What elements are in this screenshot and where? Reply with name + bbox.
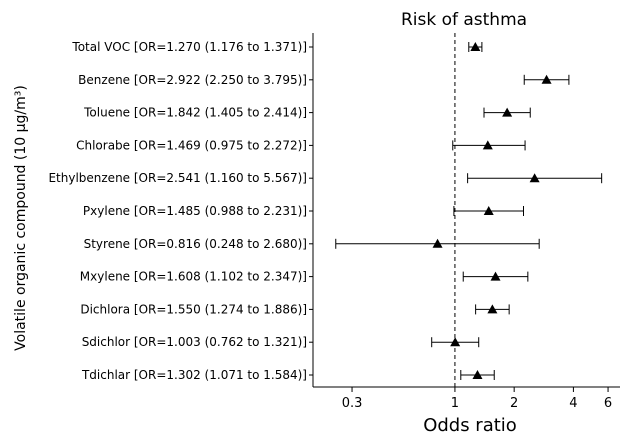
row-label: Sdichlor [OR=1.003 (0.762 to 1.321)] bbox=[82, 335, 307, 349]
odds-ratio-marker bbox=[487, 304, 498, 314]
odds-ratio-marker bbox=[472, 370, 483, 379]
row-label: Ethylbenzene [OR=2.541 (1.160 to 5.567)] bbox=[48, 171, 307, 185]
odds-ratio-marker bbox=[470, 42, 481, 51]
row-label: Toluene [OR=1.842 (1.405 to 2.414)] bbox=[83, 106, 307, 120]
odds-ratio-marker bbox=[482, 140, 493, 150]
row-label: Styrene [OR=0.816 (0.248 to 2.680)] bbox=[84, 237, 307, 251]
odds-ratio-marker bbox=[450, 337, 461, 347]
row-label: Total VOC [OR=1.270 (1.176 to 1.371)] bbox=[71, 40, 307, 54]
x-tick-label: 2 bbox=[510, 396, 518, 411]
forest-row: Sdichlor [OR=1.003 (0.762 to 1.321)] bbox=[82, 335, 480, 349]
row-label: Tdichlar [OR=1.302 (1.071 to 1.584)] bbox=[81, 368, 307, 382]
odds-ratio-marker bbox=[490, 271, 501, 281]
x-tick-label: 6 bbox=[604, 396, 612, 411]
odds-ratio-marker bbox=[483, 206, 494, 215]
x-tick-label: 4 bbox=[569, 396, 577, 411]
odds-ratio-marker bbox=[432, 238, 443, 248]
forest-row: Mxylene [OR=1.608 (1.102 to 2.347)] bbox=[80, 270, 529, 284]
odds-ratio-marker bbox=[541, 74, 552, 84]
row-label: Benzene [OR=2.922 (2.250 to 3.795)] bbox=[78, 73, 307, 87]
forest-row: Tdichlar [OR=1.302 (1.071 to 1.584)] bbox=[81, 368, 495, 382]
forest-row: Ethylbenzene [OR=2.541 (1.160 to 5.567)] bbox=[48, 171, 603, 185]
chart-title: Risk of asthma bbox=[401, 10, 527, 30]
y-axis-title: Volatile organic compound (10 μg/m³) bbox=[13, 85, 29, 351]
forest-row: Chlorabe [OR=1.469 (0.975 to 2.272)] bbox=[76, 138, 526, 152]
forest-row: Toluene [OR=1.842 (1.405 to 2.414)] bbox=[83, 106, 531, 120]
forest-row: Benzene [OR=2.922 (2.250 to 3.795)] bbox=[78, 73, 570, 87]
row-label: Mxylene [OR=1.608 (1.102 to 2.347)] bbox=[80, 270, 307, 284]
odds-ratio-marker bbox=[502, 107, 513, 117]
row-label: Dichlora [OR=1.550 (1.274 to 1.886)] bbox=[80, 302, 307, 316]
forest-row: Dichlora [OR=1.550 (1.274 to 1.886)] bbox=[80, 302, 510, 316]
forest-row: Styrene [OR=0.816 (0.248 to 2.680)] bbox=[84, 237, 540, 251]
x-tick-label: 1 bbox=[451, 396, 459, 411]
forest-row: Pxylene [OR=1.485 (0.988 to 2.231)] bbox=[83, 204, 525, 218]
forest-row: Total VOC [OR=1.270 (1.176 to 1.371)] bbox=[71, 40, 483, 54]
row-label: Chlorabe [OR=1.469 (0.975 to 2.272)] bbox=[76, 138, 307, 152]
odds-ratio-marker bbox=[529, 173, 540, 183]
x-tick-label: 0.3 bbox=[342, 396, 363, 411]
x-axis-title: Odds ratio bbox=[423, 415, 517, 436]
row-label: Pxylene [OR=1.485 (0.988 to 2.231)] bbox=[83, 204, 307, 218]
